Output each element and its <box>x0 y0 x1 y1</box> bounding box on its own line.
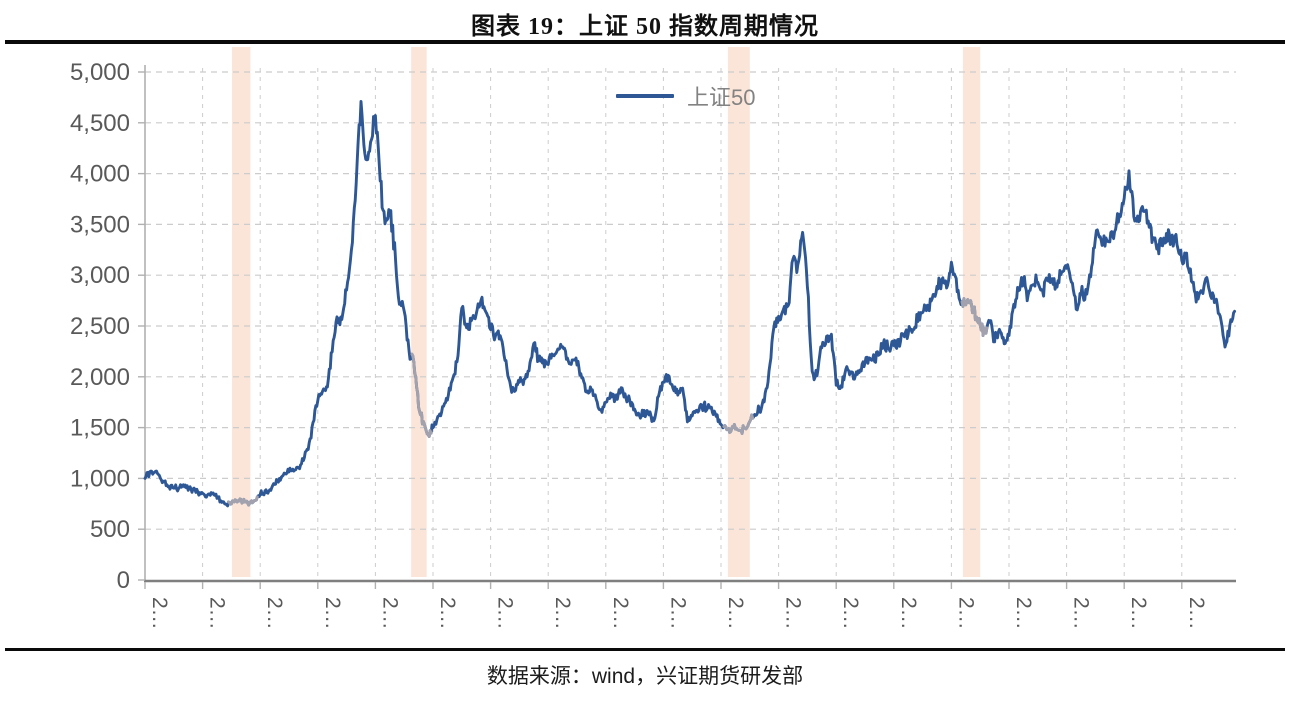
chart-legend: 上证50 <box>616 80 755 112</box>
legend-line-swatch <box>616 94 674 98</box>
legend-series-label: 上证50 <box>687 85 756 110</box>
cycle-gray-segment <box>722 413 755 435</box>
x-axis-label: 2… <box>494 597 517 630</box>
y-axis-label: 3,500 <box>70 211 130 238</box>
x-axis-label: 2… <box>666 597 689 630</box>
cycle-gray-segment <box>960 297 989 337</box>
y-axis-label: 2,500 <box>70 313 130 340</box>
y-axis-label: 1,000 <box>70 465 130 492</box>
y-axis-label: 500 <box>90 516 130 543</box>
cycle-gray-segment <box>227 495 259 507</box>
y-axis-label: 5,000 <box>70 59 130 86</box>
footer-separator-rule <box>5 648 1285 651</box>
sse50-cycle-chart: 0 500 1,000 1,500 2,000 2,500 3,000 3,500 4,000 4… <box>70 47 1237 630</box>
cycle-gray-segment <box>410 352 433 438</box>
cycle-highlight-band <box>727 47 750 577</box>
data-source-note: 数据来源：wind，兴证期货研发部 <box>0 660 1290 690</box>
x-axis-label: 2… <box>321 597 344 630</box>
data-source-dept: ，兴证期货研发部 <box>635 664 804 688</box>
data-source-wind: wind <box>591 665 636 688</box>
y-axis-label: 3,000 <box>70 262 130 289</box>
x-axis-label: 2… <box>839 597 862 630</box>
y-axis-label: 2,000 <box>70 364 130 391</box>
chart-title: 图表 19：上证 50 指数周期情况 <box>471 14 819 40</box>
x-axis-label: 2… <box>609 597 632 630</box>
sse50-price-line <box>143 99 1237 508</box>
x-axis-label: 2… <box>1070 597 1093 630</box>
x-axis-label: 2… <box>782 597 805 630</box>
data-source-label: 数据来源： <box>486 664 592 688</box>
x-axis-label: 2… <box>206 597 229 630</box>
x-axis-label: 2… <box>1127 597 1150 630</box>
x-axis-label: 2… <box>954 597 977 630</box>
x-axis-label: 2… <box>724 597 747 630</box>
x-axis-label: 2… <box>436 597 459 630</box>
x-axis-label: 2… <box>148 597 171 630</box>
x-axis-label: 2… <box>378 597 401 630</box>
cycle-highlight-band <box>231 47 251 577</box>
y-axis-label: 4,000 <box>70 161 130 188</box>
y-axis-label: 0 <box>117 567 130 594</box>
y-axis-label: 1,500 <box>70 415 130 442</box>
title-separator-rule <box>5 40 1285 44</box>
x-axis-label: 2… <box>1012 597 1035 630</box>
x-axis-label: 2… <box>897 597 920 630</box>
cycle-highlight-band <box>411 47 427 577</box>
x-axis-label: 2… <box>263 597 286 630</box>
y-axis-label: 4,500 <box>70 110 130 137</box>
x-axis-label: 2… <box>1185 597 1208 630</box>
x-axis-label: 2… <box>551 597 574 630</box>
